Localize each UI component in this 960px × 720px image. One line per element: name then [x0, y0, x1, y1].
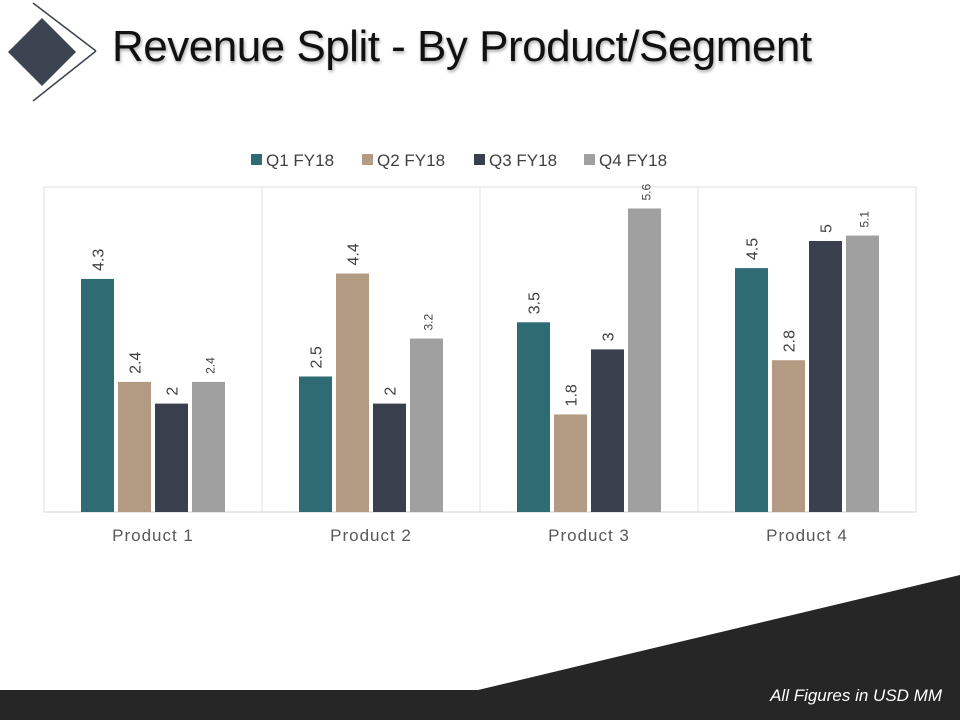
- category-label-product-1: Product 1: [112, 526, 194, 545]
- footnote: All Figures in USD MM: [770, 686, 942, 705]
- bar-product-4-q3-fy18: [809, 241, 842, 512]
- bar-product-3-q2-fy18: [554, 414, 587, 512]
- legend-swatch-q3-fy18: [474, 154, 485, 165]
- bar-product-4-q1-fy18: [735, 268, 768, 512]
- plot-frame: [43, 186, 917, 513]
- value-label-product-2-q2-fy18: 4.4: [346, 243, 363, 265]
- bar-product-1-q2-fy18: [118, 381, 151, 512]
- value-label-product-4-q3-fy18: 5: [819, 224, 836, 233]
- legend-swatch-q4-fy18: [584, 154, 595, 165]
- value-label-product-4-q4-fy18: 5.1: [858, 211, 872, 228]
- bar-series: [81, 208, 879, 513]
- value-label-product-2-q4-fy18: 3.2: [422, 314, 436, 331]
- slide-title: Revenue Split - By Product/Segment: [112, 22, 812, 71]
- value-label-product-1-q4-fy18: 2.4: [204, 357, 218, 374]
- bar-product-2-q4-fy18: [410, 338, 443, 512]
- data-labels: 4.3 2.4 2 2.4 2.5 4.4 2 3.2 3.5 1.8 3 5.6 4.5 2.8 5 5.1: [91, 183, 872, 406]
- logo-diamond-icon: [8, 2, 97, 102]
- bar-product-1-q3-fy18: [155, 403, 188, 512]
- category-axis: Product 1 Product 2 Product 3 Product 4: [112, 526, 848, 545]
- value-label-product-4-q1-fy18: 4.5: [745, 238, 762, 260]
- bar-product-3-q3-fy18: [591, 349, 624, 512]
- bar-product-3-q1-fy18: [517, 322, 550, 512]
- bar-product-2-q3-fy18: [373, 403, 406, 512]
- bar-product-3-q4-fy18: [628, 208, 661, 513]
- bar-product-4-q4-fy18: [846, 235, 879, 512]
- value-label-product-2-q3-fy18: 2: [383, 387, 400, 396]
- value-label-product-3-q2-fy18: 1.8: [564, 384, 581, 406]
- bar-product-1-q1-fy18: [81, 278, 114, 512]
- value-label-product-3-q1-fy18: 3.5: [527, 292, 544, 314]
- category-label-product-3: Product 3: [548, 526, 630, 545]
- legend-swatch-q1-fy18: [251, 154, 262, 165]
- legend-label-q3-fy18: Q3 FY18: [489, 151, 557, 170]
- value-label-product-1-q3-fy18: 2: [165, 387, 182, 396]
- bar-product-2-q1-fy18: [299, 376, 332, 512]
- bar-product-1-q4-fy18: [192, 381, 225, 512]
- legend-label-q4-fy18: Q4 FY18: [599, 151, 667, 170]
- legend-label-q1-fy18: Q1 FY18: [266, 151, 334, 170]
- value-label-product-4-q2-fy18: 2.8: [782, 330, 799, 352]
- value-label-product-3-q3-fy18: 3: [601, 332, 618, 341]
- legend-swatch-q2-fy18: [362, 154, 373, 165]
- legend-label-q2-fy18: Q2 FY18: [377, 151, 445, 170]
- chart-legend: Q1 FY18 Q2 FY18 Q3 FY18 Q4 FY18: [251, 151, 667, 170]
- value-label-product-1-q1-fy18: 4.3: [91, 249, 108, 271]
- value-label-product-2-q1-fy18: 2.5: [309, 346, 326, 368]
- bar-product-4-q2-fy18: [772, 360, 805, 512]
- category-label-product-2: Product 2: [330, 526, 412, 545]
- value-label-product-3-q4-fy18: 5.6: [640, 183, 654, 200]
- value-label-product-1-q2-fy18: 2.4: [128, 352, 145, 374]
- bar-product-2-q2-fy18: [336, 273, 369, 512]
- category-label-product-4: Product 4: [766, 526, 848, 545]
